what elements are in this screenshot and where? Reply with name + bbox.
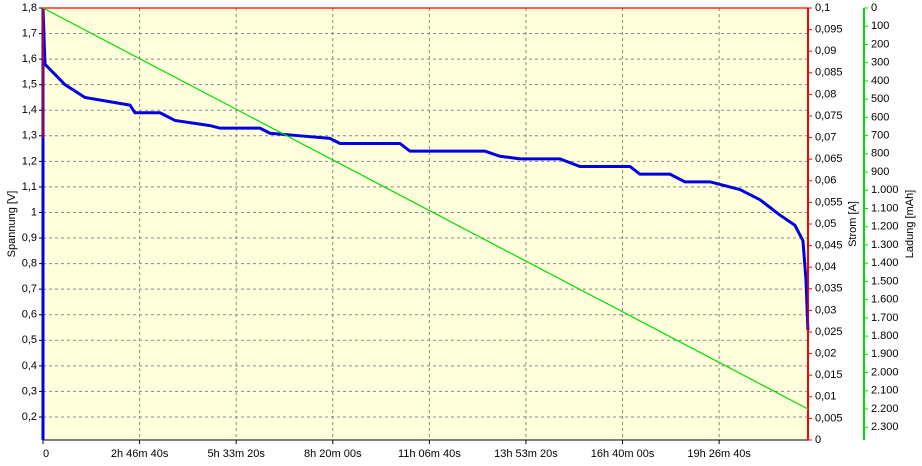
y-tick-label: 0,2 bbox=[22, 411, 37, 423]
y-tick-label: 0,9 bbox=[22, 232, 37, 244]
y2-tick-label: 0,05 bbox=[815, 218, 836, 230]
y2-tick-label: 0,07 bbox=[815, 132, 836, 144]
y3-tick-label: 0 bbox=[871, 2, 877, 14]
x-tick-label: 5h 33m 20s bbox=[207, 448, 265, 460]
x-tick-label: 11h 06m 40s bbox=[398, 448, 461, 460]
y3-tick-label: 300 bbox=[871, 57, 889, 69]
y2-tick-label: 0,08 bbox=[815, 88, 836, 100]
y-tick-label: 0,8 bbox=[22, 258, 37, 270]
y-tick-label: 0,4 bbox=[22, 360, 37, 372]
y2-tick-label: 0,065 bbox=[815, 153, 843, 165]
y2-tick-label: 0,09 bbox=[815, 45, 836, 57]
y3-tick-label: 1.700 bbox=[871, 312, 899, 324]
y-tick-label: 1 bbox=[31, 206, 37, 218]
y-tick-label: 1,7 bbox=[22, 27, 37, 39]
y3-tick-label: 400 bbox=[871, 75, 889, 87]
y2-axis-label: Strom [A] bbox=[847, 201, 859, 247]
x-tick-label: 8h 20m 00s bbox=[304, 448, 362, 460]
y2-tick-label: 0,005 bbox=[815, 412, 843, 424]
y2-tick-label: 0,1 bbox=[815, 2, 830, 14]
x-tick-label: 19h 26m 40s bbox=[687, 448, 751, 460]
y-tick-label: 1,5 bbox=[22, 79, 37, 91]
y2-tick-label: 0,075 bbox=[815, 110, 843, 122]
y-axis-label: Spannung [V] bbox=[6, 191, 18, 258]
y3-tick-label: 800 bbox=[871, 148, 889, 160]
y-tick-label: 0,7 bbox=[22, 283, 37, 295]
y-tick-label: 1,4 bbox=[22, 104, 37, 116]
y3-tick-label: 1.900 bbox=[871, 348, 899, 360]
y-tick-label: 0,3 bbox=[22, 385, 37, 397]
y2-tick-label: 0,015 bbox=[815, 369, 843, 381]
y3-axis-label: Ladung [mAh] bbox=[904, 190, 916, 259]
y2-tick-label: 0 bbox=[815, 434, 821, 446]
y-tick-label: 1,2 bbox=[22, 155, 37, 167]
y3-tick-label: 1.400 bbox=[871, 257, 899, 269]
y2-tick-label: 0,045 bbox=[815, 240, 843, 252]
y3-tick-label: 600 bbox=[871, 111, 889, 123]
y-tick-label: 0,5 bbox=[22, 334, 37, 346]
y-tick-label: 1,6 bbox=[22, 53, 37, 65]
y3-tick-label: 1.600 bbox=[871, 294, 899, 306]
plot-area bbox=[42, 7, 809, 441]
y3-tick-label: 200 bbox=[871, 38, 889, 50]
y2-tick-label: 0,055 bbox=[815, 196, 843, 208]
y3-tick-label: 1.500 bbox=[871, 275, 899, 287]
y3-tick-label: 1.300 bbox=[871, 239, 899, 251]
y2-tick-label: 0,085 bbox=[815, 67, 843, 79]
y2-tick-label: 0,04 bbox=[815, 261, 836, 273]
y3-tick-label: 500 bbox=[871, 93, 889, 105]
y-tick-label: 1,3 bbox=[22, 130, 37, 142]
series-line bbox=[42, 7, 809, 341]
x-tick-label: 0 bbox=[43, 448, 49, 460]
y3-tick-label: 2.300 bbox=[871, 421, 899, 433]
x-tick-label: 16h 40m 00s bbox=[591, 448, 655, 460]
y2-tick-label: 0,01 bbox=[815, 391, 836, 403]
y3-tick-label: 700 bbox=[871, 130, 889, 142]
y-tick-label: 1,8 bbox=[22, 2, 37, 14]
y3-tick-label: 2.200 bbox=[871, 403, 899, 415]
x-tick-label: 13h 53m 20s bbox=[494, 448, 558, 460]
y2-tick-label: 0,025 bbox=[815, 326, 843, 338]
y2-tick-label: 0,02 bbox=[815, 348, 836, 360]
y2-tick-label: 0,03 bbox=[815, 304, 836, 316]
y3-tick-label: 2.000 bbox=[871, 366, 899, 378]
y3-tick-label: 1.100 bbox=[871, 202, 899, 214]
y3-tick-label: 1.000 bbox=[871, 184, 899, 196]
y3-tick-label: 1.200 bbox=[871, 221, 899, 233]
y3-tick-label: 900 bbox=[871, 166, 889, 178]
y-tick-label: 0,6 bbox=[22, 309, 37, 321]
x-tick-label: 2h 46m 40s bbox=[111, 448, 169, 460]
y-tick-label: 1,1 bbox=[22, 181, 37, 193]
y3-tick-label: 100 bbox=[871, 20, 889, 32]
y3-tick-label: 2.100 bbox=[871, 385, 899, 397]
series-line bbox=[42, 7, 809, 410]
y2-tick-label: 0,06 bbox=[815, 175, 836, 187]
y2-tick-label: 0,095 bbox=[815, 24, 843, 36]
y2-tick-label: 0,035 bbox=[815, 283, 843, 295]
y3-tick-label: 1.800 bbox=[871, 330, 899, 342]
series-line bbox=[41, 7, 810, 440]
